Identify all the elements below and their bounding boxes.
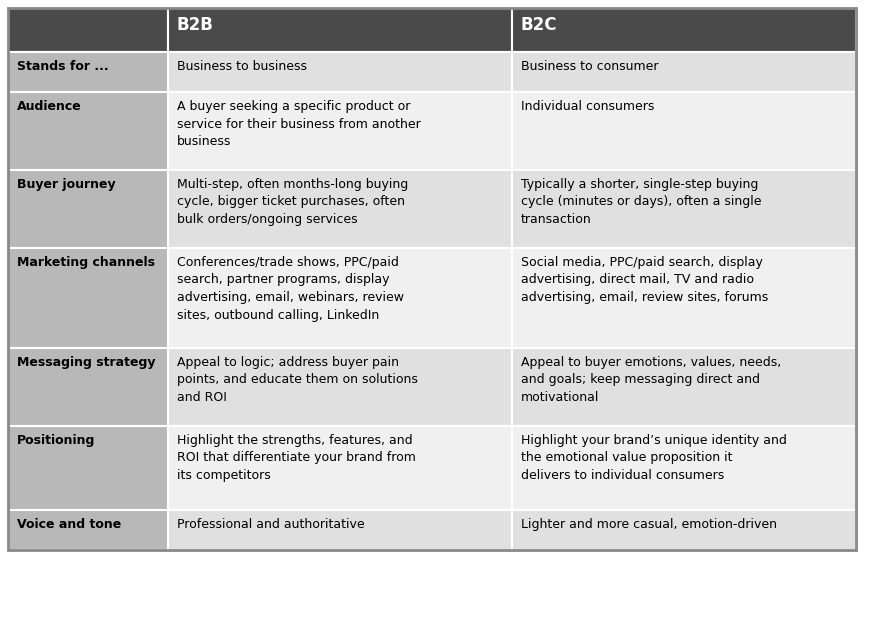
Text: Audience: Audience	[17, 100, 81, 113]
Bar	[8, 92, 168, 170]
Bar	[8, 8, 168, 52]
Text: Typically a shorter, single-step buying
cycle (minutes or days), often a single
: Typically a shorter, single-step buying …	[521, 178, 761, 226]
Text: Business to business: Business to business	[177, 60, 307, 73]
Text: Highlight the strengths, features, and
ROI that differentiate your brand from
it: Highlight the strengths, features, and R…	[177, 434, 416, 482]
Bar	[8, 8, 856, 550]
Bar	[512, 170, 856, 248]
Bar	[168, 92, 512, 170]
Text: Messaging strategy: Messaging strategy	[17, 356, 156, 369]
Text: Highlight your brand’s unique identity and
the emotional value proposition it
de: Highlight your brand’s unique identity a…	[521, 434, 787, 482]
Text: Lighter and more casual, emotion-driven: Lighter and more casual, emotion-driven	[521, 518, 777, 531]
Bar	[512, 92, 856, 170]
Bar	[168, 510, 512, 550]
Text: Individual consumers: Individual consumers	[521, 100, 654, 113]
Bar	[8, 348, 168, 426]
Text: Stands for ...: Stands for ...	[17, 60, 109, 73]
Text: Buyer journey: Buyer journey	[17, 178, 116, 191]
Bar	[168, 248, 512, 348]
Bar	[512, 52, 856, 92]
Text: Social media, PPC/paid search, display
advertising, direct mail, TV and radio
ad: Social media, PPC/paid search, display a…	[521, 256, 768, 304]
Bar	[8, 52, 168, 92]
Bar	[8, 170, 168, 248]
Bar	[512, 348, 856, 426]
Bar	[512, 510, 856, 550]
Text: Voice and tone: Voice and tone	[17, 518, 121, 531]
Text: B2B: B2B	[177, 16, 214, 34]
Text: A buyer seeking a specific product or
service for their business from another
bu: A buyer seeking a specific product or se…	[177, 100, 420, 148]
Bar	[512, 248, 856, 348]
Bar	[512, 8, 856, 52]
Text: Marketing channels: Marketing channels	[17, 256, 155, 269]
Bar	[168, 8, 512, 52]
Text: B2C: B2C	[521, 16, 557, 34]
Text: Multi-step, often months-long buying
cycle, bigger ticket purchases, often
bulk : Multi-step, often months-long buying cyc…	[177, 178, 408, 226]
Bar	[168, 426, 512, 510]
Text: Professional and authoritative: Professional and authoritative	[177, 518, 364, 531]
Bar	[8, 510, 168, 550]
Text: Appeal to logic; address buyer pain
points, and educate them on solutions
and RO: Appeal to logic; address buyer pain poin…	[177, 356, 418, 404]
Bar	[8, 426, 168, 510]
Bar	[168, 348, 512, 426]
Bar	[8, 248, 168, 348]
Text: Positioning: Positioning	[17, 434, 95, 447]
Text: Appeal to buyer emotions, values, needs,
and goals; keep messaging direct and
mo: Appeal to buyer emotions, values, needs,…	[521, 356, 781, 404]
Text: Business to consumer: Business to consumer	[521, 60, 659, 73]
Bar	[512, 426, 856, 510]
Text: Conferences/trade shows, PPC/paid
search, partner programs, display
advertising,: Conferences/trade shows, PPC/paid search…	[177, 256, 404, 321]
Bar	[168, 170, 512, 248]
Bar	[168, 52, 512, 92]
